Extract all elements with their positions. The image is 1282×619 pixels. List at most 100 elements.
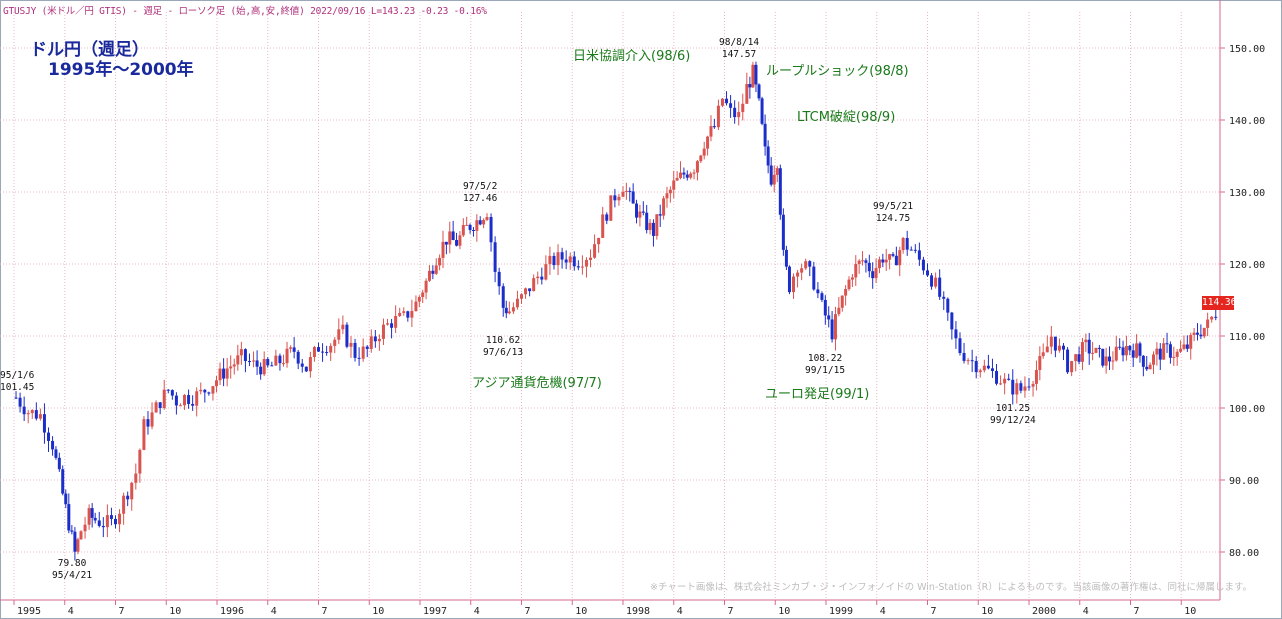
candle-body [800,268,804,273]
candle-body [507,311,511,314]
candle-body [369,336,373,349]
candle-body [816,289,820,294]
candle-body [1049,336,1053,347]
candle-body [589,257,593,260]
candle-body [207,392,211,394]
candle-body [1206,319,1210,328]
x-tick-label: 4 [880,606,886,617]
candle-body [170,390,174,396]
x-tick-label: 10 [372,606,384,617]
candle-body [827,315,831,320]
candle-body [417,297,421,302]
y-tick-label: 150.00 [1229,44,1265,55]
candle-body [699,155,703,162]
price-label-high2: 98/8/14 147.57 [719,37,760,60]
annotation-euro: ユーロ発足(99/1) [765,387,870,402]
candle-body [685,174,689,178]
candle-body [398,312,402,317]
candle-body [1045,346,1049,353]
candle-body [471,230,475,232]
price-label-high1: 97/5/2 127.46 [463,181,498,204]
candle-body [203,389,207,393]
candle-body [934,277,938,287]
candle-body [142,419,146,450]
candle-body [252,360,256,362]
candle-body [1074,354,1078,362]
candle-body [978,370,982,373]
candle-body [109,515,113,519]
candle-body [695,161,699,173]
x-tick-label: 7 [119,606,125,617]
candle-body [441,241,445,258]
candle-body [1202,327,1206,337]
candle-body [580,266,584,268]
candle-body [894,255,898,266]
candle-body [468,224,472,231]
copyright-notice: ※チャート画像は、株式会社ミンカブ・ジ・インフォノイドの Win-Station… [650,582,1253,593]
candle-body [138,449,142,474]
candle-body [1011,379,1015,395]
candle-body [1138,343,1142,356]
candle-body [126,495,130,500]
candle-body [645,212,649,231]
candle-body [1015,383,1019,395]
candle-body [325,352,329,354]
candle-body [1158,348,1162,360]
candle-body [584,259,588,267]
candle-body [154,402,158,413]
candle-body [628,190,632,192]
candle-body [1192,332,1196,335]
candle-body [1152,354,1156,365]
candle-body [353,342,357,358]
candle-body [881,259,885,263]
candle-body [668,189,672,194]
candle-body [593,244,597,258]
candle-body [76,539,80,552]
candle-body [884,259,888,263]
candle-body [804,261,808,269]
candle-body [641,211,645,213]
x-tick-label: 10 [169,606,181,617]
x-tick-label: 10 [575,606,587,617]
candle-body [289,347,293,349]
candle-body [236,355,240,365]
candle-body [83,524,87,532]
candle-body [166,389,170,391]
candle-body [737,112,741,118]
candle-body [624,190,628,192]
candle-body [386,323,390,325]
candle-body [465,224,469,226]
candle-body [1165,343,1169,345]
candle-body [564,259,568,263]
x-tick-label: 1996 [220,606,244,617]
candle-body [1023,386,1027,391]
candle-body [844,289,848,296]
candle-body [675,177,679,181]
candle-body [854,263,858,278]
candle-body [966,360,970,362]
candle-body [524,288,528,295]
candle-body [478,220,482,225]
candle-body [1094,347,1098,353]
candle-body [1148,364,1152,370]
candle-body [781,214,785,250]
candle-body [1062,345,1066,350]
annotation-ltcm: LTCM破綻(98/9) [797,110,896,125]
candle-body [1195,332,1199,335]
x-tick-label: 1995 [17,606,41,617]
candle-body [214,380,218,387]
candle-body [497,271,501,287]
candle-body [101,525,105,528]
candle-body [38,414,42,419]
candle-body [501,286,505,308]
candle-body [34,410,38,419]
candle-body [377,338,381,342]
candle-body [51,440,55,450]
candle-body [648,222,652,231]
candle-body [1087,339,1091,354]
candle-body [763,123,767,147]
candle-body [61,469,65,494]
x-tick-label: 1998 [626,606,650,617]
candle-body [70,530,74,532]
candle-body [672,180,676,190]
